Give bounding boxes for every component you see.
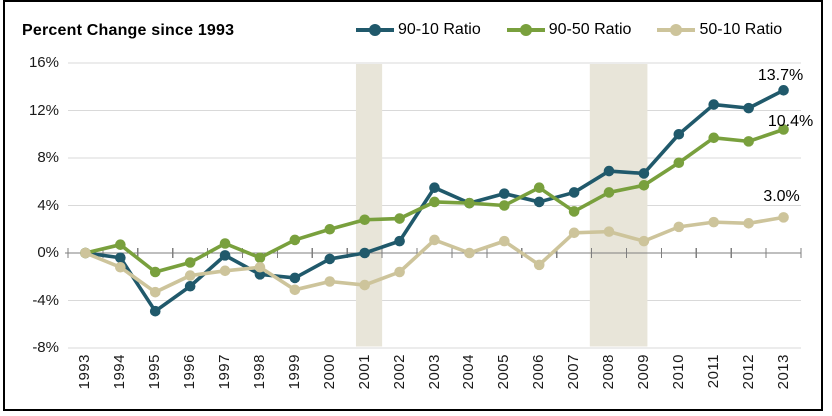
x-tick-label: 1994 [111, 354, 129, 390]
x-tick-label: 2009 [634, 354, 652, 390]
legend-line-marker-90-10-icon [356, 24, 394, 36]
y-tick-label: -8% [32, 339, 59, 356]
x-tick-label: 1996 [181, 354, 199, 390]
x-tick-label: 2002 [390, 354, 408, 390]
end-label-50-10: 3.0% [763, 188, 800, 206]
x-tick-label: 1993 [76, 354, 94, 390]
y-tick-label: 0% [37, 244, 59, 261]
y-tick-label: 8% [37, 149, 59, 166]
x-tick-label: 2004 [460, 354, 478, 390]
x-tick-label: 2006 [530, 354, 548, 390]
legend-item-90-50: 90-50 Ratio [506, 21, 632, 39]
x-tick-label: 2008 [600, 354, 618, 390]
x-tick-label: 2000 [320, 354, 338, 390]
x-tick-label: 2013 [774, 354, 792, 390]
y-tick-label: 4% [37, 196, 59, 214]
end-label-90-50: 10.4% [767, 112, 814, 130]
legend-item-90-10: 90-10 Ratio [356, 21, 481, 39]
x-tick-label: 2001 [355, 354, 373, 390]
legend: 90-10 Ratio 90-50 Ratio 50-10 Ratio [356, 21, 782, 39]
end-label-90-10: 13.7% [757, 67, 804, 85]
x-tick-label: 2007 [565, 354, 583, 390]
x-tick-label: 1997 [216, 354, 234, 390]
x-tick-label: 2005 [495, 354, 513, 390]
legend-label-50-10: 50-10 Ratio [699, 21, 783, 38]
y-tick-label: 16% [28, 54, 59, 71]
x-tick-label: 2010 [669, 354, 687, 390]
x-tick-label: 2012 [739, 354, 757, 390]
x-tick-label: 2011 [704, 354, 722, 389]
legend-label-90-10: 90-10 Ratio [398, 21, 481, 38]
chart-title: Percent Change since 1993 [22, 22, 235, 39]
legend-label-90-50: 90-50 Ratio [548, 21, 632, 38]
legend-line-marker-90-50-icon [506, 24, 545, 36]
chart-border [3, 0, 823, 411]
legend-item-50-10: 50-10 Ratio [657, 21, 782, 39]
legend-line-marker-50-10-icon [657, 24, 696, 36]
y-tick-label: 12% [28, 101, 59, 119]
x-tick-label: 2003 [425, 354, 443, 390]
x-tick-label: 1999 [285, 354, 303, 390]
x-tick-label: 1995 [146, 354, 164, 390]
x-tick-label: 1998 [250, 354, 268, 390]
y-tick-label: -4% [32, 291, 59, 309]
